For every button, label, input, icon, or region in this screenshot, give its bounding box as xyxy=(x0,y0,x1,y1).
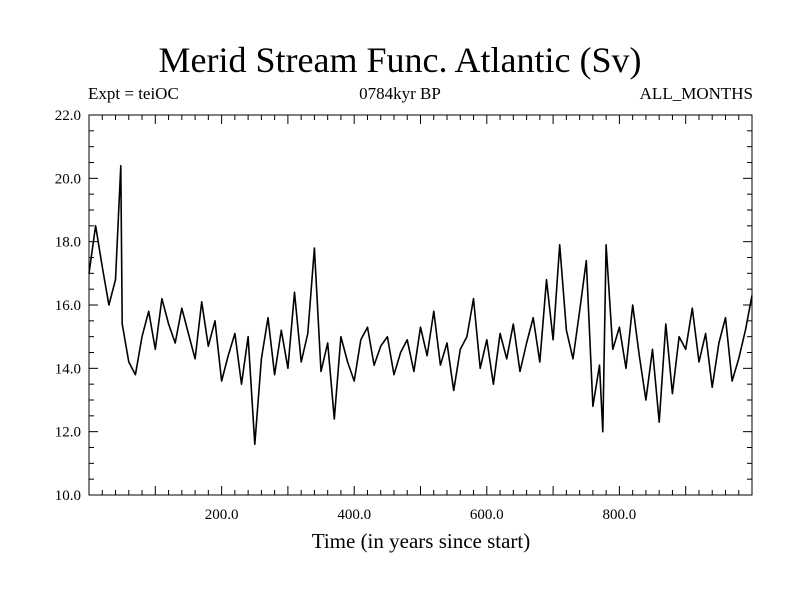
experiment-label: Expt = teiOC xyxy=(88,84,179,103)
tick-label-group: 10.0 12.0 14.0 16.0 18.0 20.0 22.0 200.0 400.0 60… xyxy=(55,108,637,523)
y-tick-label: 20.0 xyxy=(55,171,81,187)
y-tick-label: 22.0 xyxy=(55,108,81,124)
y-tick-label: 10.0 xyxy=(55,488,81,504)
x-axis-label: Time (in years since start) xyxy=(311,529,531,553)
x-tick-label: 200.0 xyxy=(205,507,239,523)
tick-group xyxy=(89,114,752,496)
series-line xyxy=(88,164,753,446)
x-tick-label: 400.0 xyxy=(337,507,371,523)
y-tick-label: 16.0 xyxy=(55,298,81,314)
months-label: ALL_MONTHS xyxy=(639,84,753,103)
y-tick-label: 18.0 xyxy=(55,235,81,251)
x-tick-label: 800.0 xyxy=(603,507,637,523)
period-label: 0784kyr BP xyxy=(359,84,441,103)
plot-frame xyxy=(88,114,753,496)
y-tick-label: 12.0 xyxy=(55,425,81,441)
chart-title: Merid Stream Func. Atlantic (Sv) xyxy=(158,40,642,80)
x-tick-label: 600.0 xyxy=(470,507,504,523)
y-tick-label: 14.0 xyxy=(55,361,81,377)
